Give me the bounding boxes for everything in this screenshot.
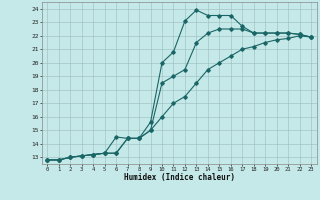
X-axis label: Humidex (Indice chaleur): Humidex (Indice chaleur) xyxy=(124,173,235,182)
